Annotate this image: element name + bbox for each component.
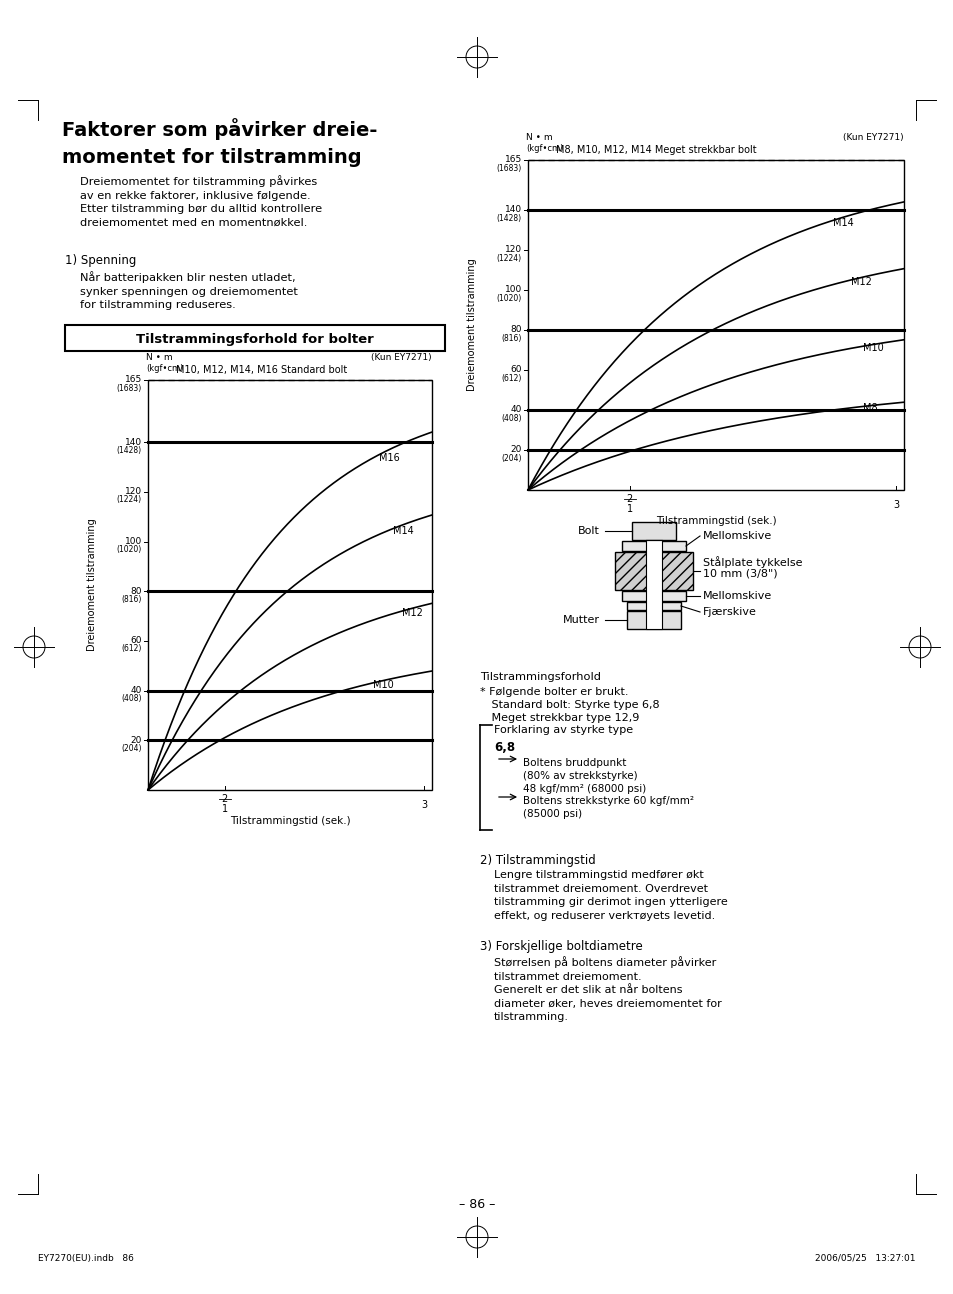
Text: (Kun EY7271): (Kun EY7271) [842,133,903,142]
Text: 100: 100 [125,537,142,546]
Text: N • m: N • m [525,133,552,142]
Text: M10, M12, M14, M16 Standard bolt: M10, M12, M14, M16 Standard bolt [175,365,347,375]
Text: 80: 80 [510,326,521,335]
Bar [65,325,444,351]
Text: Når batteripakken blir nesten utladet,
synker spenningen og dreiemomentet
for ti: Når batteripakken blir nesten utladet, s… [80,270,297,311]
Text: 3: 3 [420,800,427,810]
Text: M10: M10 [373,679,394,690]
Text: Bolt: Bolt [578,525,599,536]
Text: (kgf•cm): (kgf•cm) [525,144,563,153]
Text: 2: 2 [221,795,228,804]
Text: (612): (612) [121,644,142,653]
Text: M12: M12 [401,608,422,619]
Text: (80% av strekkstyrke): (80% av strekkstyrke) [522,771,637,782]
Bar [645,540,661,629]
Text: M8: M8 [862,402,877,413]
Text: 6,8: 6,8 [494,741,515,754]
Text: (1683): (1683) [497,163,521,172]
Text: 40: 40 [131,686,142,695]
Text: 2006/05/25   13:27:01: 2006/05/25 13:27:01 [815,1254,915,1263]
Text: 2) Tilstrammingstid: 2) Tilstrammingstid [479,854,595,867]
Text: Standard bolt: Styrke type 6,8: Standard bolt: Styrke type 6,8 [488,700,659,710]
Text: Tilstrammingstid (sek.): Tilstrammingstid (sek.) [230,817,350,826]
Text: – 86 –: – 86 – [458,1198,495,1211]
Text: 1) Spenning: 1) Spenning [65,254,136,267]
Text: 10 mm (3/8"): 10 mm (3/8") [702,569,777,578]
Text: Faktorer som påvirker dreie-: Faktorer som påvirker dreie- [62,118,377,140]
Text: (1224): (1224) [117,496,142,505]
Text: 1: 1 [221,804,228,814]
Text: (612): (612) [501,374,521,383]
Bar [527,160,903,490]
Text: Dreiemomentet for tilstramming påvirkes
av en rekke faktorer, inklusive følgende: Dreiemomentet for tilstramming påvirkes … [80,175,322,228]
Text: Boltens strekkstyrke 60 kgf/mm²: Boltens strekkstyrke 60 kgf/mm² [522,796,693,806]
Text: (1428): (1428) [117,445,142,454]
Text: Mutter: Mutter [562,615,599,625]
Text: Mellomskive: Mellomskive [702,531,771,541]
Bar [615,553,692,590]
Text: Tilstrammingsforhold for bolter: Tilstrammingsforhold for bolter [136,333,374,345]
Text: Mellomskive: Mellomskive [702,591,771,600]
Text: N • m: N • m [146,353,172,362]
Text: (408): (408) [121,694,142,703]
Text: (816): (816) [501,334,521,343]
Text: 100: 100 [504,286,521,295]
Text: Dreiemoment tilstramming: Dreiemoment tilstramming [87,519,97,651]
Text: M14: M14 [832,217,853,228]
Text: 3: 3 [892,499,898,510]
Text: Meget strekkbar type 12,9: Meget strekkbar type 12,9 [488,713,639,723]
Text: Fjærskive: Fjærskive [702,607,756,617]
Text: (1224): (1224) [497,254,521,263]
Text: Tilstrammingsforhold: Tilstrammingsforhold [479,672,600,682]
Text: 140: 140 [504,206,521,215]
Text: (kgf•cm): (kgf•cm) [146,364,183,373]
Text: 2: 2 [626,494,632,503]
Text: (1020): (1020) [497,294,521,303]
Text: M12: M12 [851,277,871,287]
Text: 60: 60 [510,365,521,374]
Bar [626,611,680,629]
Bar [148,380,432,791]
Text: 165: 165 [125,375,142,384]
Text: * Følgende bolter er brukt.: * Følgende bolter er brukt. [479,687,628,697]
Text: Dreiemoment tilstramming: Dreiemoment tilstramming [467,259,476,391]
Text: 165: 165 [504,155,521,164]
Text: (816): (816) [121,595,142,604]
Text: M8, M10, M12, M14 Meget strekkbar bolt: M8, M10, M12, M14 Meget strekkbar bolt [556,145,756,155]
Text: momentet for tilstramming: momentet for tilstramming [62,148,361,167]
Text: 120: 120 [125,488,142,497]
Text: 40: 40 [510,405,521,414]
Text: (1683): (1683) [116,383,142,392]
Text: (204): (204) [121,744,142,753]
Text: (1020): (1020) [116,545,142,554]
Text: M10: M10 [862,343,882,353]
Text: EY7270(EU).indb   86: EY7270(EU).indb 86 [38,1254,133,1263]
Bar [626,602,680,609]
Text: (Kun EY7271): (Kun EY7271) [371,353,432,362]
Bar [631,521,676,540]
Bar [621,541,685,551]
Text: 60: 60 [131,637,142,646]
Text: (408): (408) [501,414,521,423]
Text: 3) Forskjellige boltdiametre: 3) Forskjellige boltdiametre [479,939,642,952]
Text: Størrelsen på boltens diameter påvirker
tilstrammet dreiemoment.
Generelt er det: Størrelsen på boltens diameter påvirker … [494,956,721,1022]
Text: Tilstrammingstid (sek.): Tilstrammingstid (sek.) [655,516,776,525]
Bar [621,591,685,600]
Text: (85000 psi): (85000 psi) [522,809,581,819]
Text: M14: M14 [393,527,414,536]
Text: 120: 120 [504,246,521,255]
Text: 140: 140 [125,437,142,446]
Text: Stålplate tykkelse: Stålplate tykkelse [702,556,801,568]
Text: (1428): (1428) [497,214,521,223]
Text: 20: 20 [131,736,142,745]
Text: 1: 1 [626,503,632,514]
Text: 20: 20 [510,445,521,454]
Text: Lengre tilstrammingstid medfører økt
tilstrammet dreiemoment. Overdrevet
tilstra: Lengre tilstrammingstid medfører økt til… [494,870,727,921]
Text: 48 kgf/mm² (68000 psi): 48 kgf/mm² (68000 psi) [522,784,645,795]
Text: Forklaring av styrke type: Forklaring av styrke type [494,725,633,735]
Text: (204): (204) [501,453,521,462]
Text: M16: M16 [378,453,399,463]
Text: Boltens bruddpunkt: Boltens bruddpunkt [522,758,626,769]
Text: 80: 80 [131,586,142,595]
